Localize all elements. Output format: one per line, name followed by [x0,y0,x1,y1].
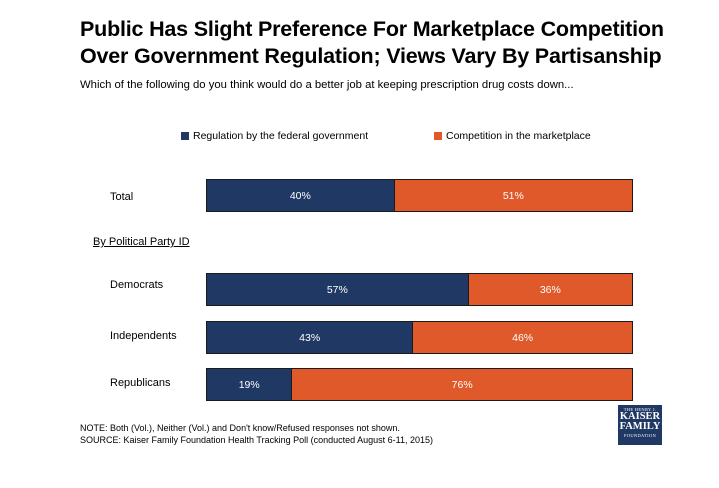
bar-regulation-republicans: 19% [206,368,292,401]
logo-line-2: KAISER [619,411,661,422]
legend-item-competition: Competition in the marketplace [434,130,591,142]
row-label-democrats: Democrats [110,279,164,291]
row-label-total: Total [110,191,134,203]
note-text: NOTE: Both (Vol.), Neither (Vol.) and Do… [80,423,400,433]
bar-competition-republicans: 76% [291,368,633,401]
source-text: SOURCE: Kaiser Family Foundation Health … [80,435,434,445]
bar-competition-independents: 46% [412,321,633,354]
legend-swatch-regulation [181,132,189,140]
bar-regulation-total: 40% [206,179,394,212]
logo-line-1: THE HENRY J. [623,407,657,412]
row-label-independents: Independents [110,330,177,342]
legend-label-regulation: Regulation by the federal government [193,130,369,142]
chart-subtitle: Which of the following do you think woul… [80,79,574,91]
legend-label-competition: Competition in the marketplace [446,130,591,142]
bar-competition-total: 51% [393,179,633,212]
bar-regulation-independents: 43% [206,321,413,354]
chart-title: Public Has Slight Preference For Marketp… [80,17,664,68]
bar-row: 19% 76% [206,368,633,401]
bar-regulation-democrats: 57% [206,273,468,306]
logo-line-3: FAMILY [619,421,661,432]
footnote: NOTE: Both (Vol.), Neither (Vol.) and Do… [80,422,433,446]
section-label-party: By Political Party ID [93,236,190,248]
legend-swatch-competition [434,132,442,140]
row-label-republicans: Republicans [110,377,171,389]
bar-row: 43% 46% [206,321,633,354]
bar-row: 40% 51% [206,179,633,212]
bar-competition-democrats: 36% [467,273,633,306]
legend-item-regulation: Regulation by the federal government [181,130,368,142]
bar-row: 57% 36% [206,273,633,306]
logo-line-4: FOUNDATION [624,433,656,438]
kff-logo: THE HENRY J. KAISER FAMILY FOUNDATION [618,405,662,445]
